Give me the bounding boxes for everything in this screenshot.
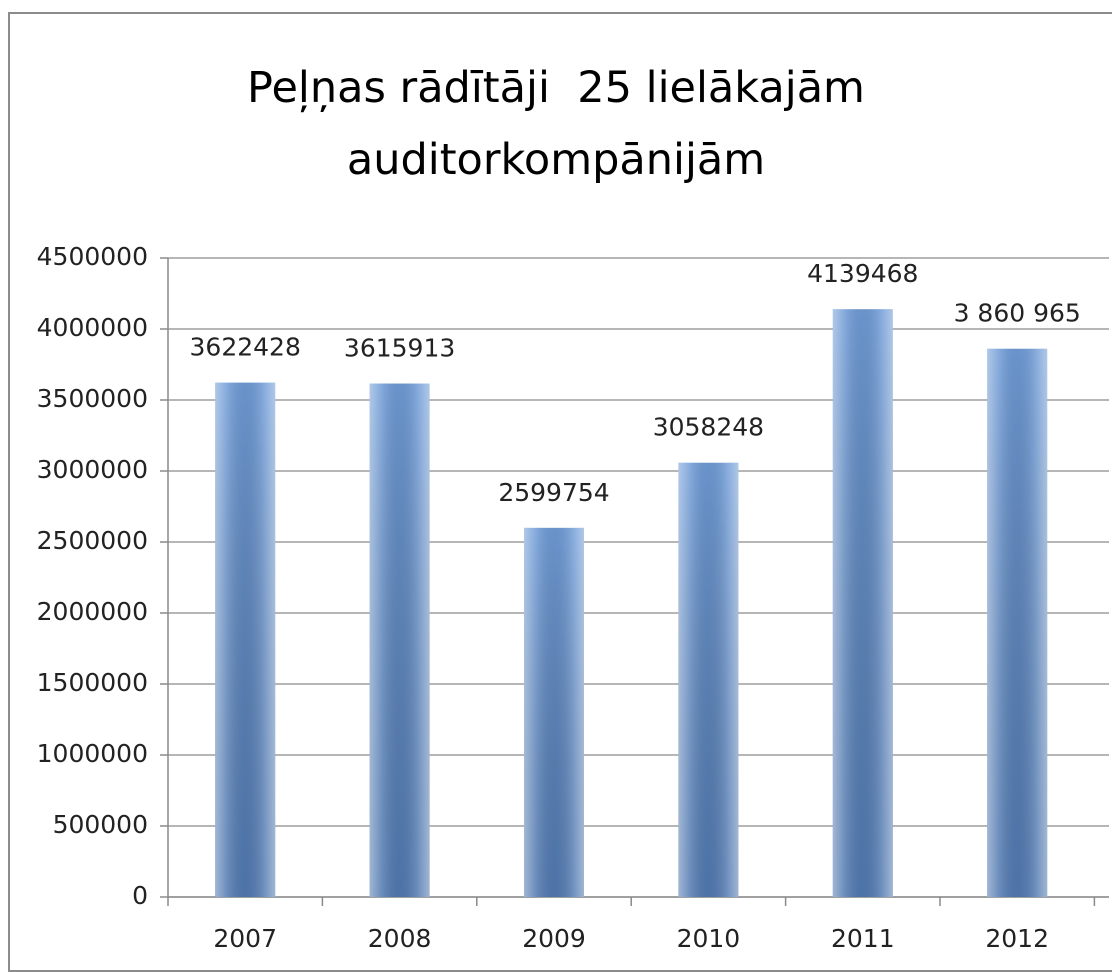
data-label: 3058248: [653, 413, 764, 442]
bar-shine: [524, 527, 584, 897]
bar-shine: [215, 382, 276, 897]
x-tick-label: 2008: [368, 924, 432, 953]
y-tick-label: 3500000: [37, 384, 148, 413]
bar-shine: [369, 383, 430, 897]
y-tick-label: 2000000: [37, 597, 148, 626]
y-tick-label: 500000: [53, 810, 148, 839]
data-label: 3622428: [190, 333, 301, 362]
y-tick-label: 2500000: [37, 526, 148, 555]
data-label: 2599754: [498, 478, 609, 507]
bar-shine: [678, 462, 739, 897]
x-tick-label: 2010: [677, 924, 741, 953]
data-label: 4139468: [807, 259, 918, 288]
y-tick-label: 0: [132, 881, 148, 910]
y-tick-label: 4000000: [37, 313, 148, 342]
chart-title: Peļņas rādītāji 25 lielākajām auditorkom…: [247, 63, 879, 185]
y-tick-label: 4500000: [37, 242, 148, 271]
x-tick-label: 2011: [831, 924, 895, 953]
x-tick-label: 2009: [522, 924, 586, 953]
y-tick-label: 1000000: [37, 739, 148, 768]
data-label: 3 860 965: [954, 299, 1081, 328]
bar-shine: [832, 309, 893, 897]
data-label: 3615913: [344, 334, 455, 363]
y-tick-label: 1500000: [37, 668, 148, 697]
y-tick-label: 3000000: [37, 455, 148, 484]
x-tick-label: 2007: [213, 924, 277, 953]
x-tick-label: 2012: [985, 924, 1049, 953]
bar-shine: [987, 348, 1048, 897]
